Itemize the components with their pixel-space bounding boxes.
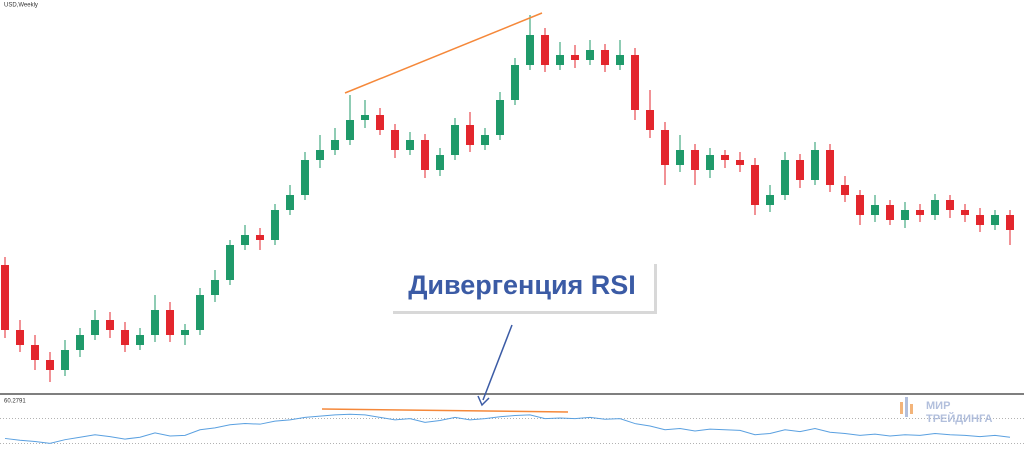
symbol-label: USD,Weekly: [4, 3, 38, 9]
candle-body: [361, 115, 369, 120]
logo: МИР ТРЕЙДИНГА: [900, 397, 993, 425]
candle-body: [586, 50, 594, 60]
candle-body: [436, 155, 444, 170]
candle-body: [1006, 215, 1014, 230]
candle-body: [61, 350, 69, 370]
candle-body: [31, 345, 39, 360]
candle-body: [841, 185, 849, 195]
candle-body: [121, 330, 129, 345]
callout: Дивергенция RSI: [390, 261, 657, 314]
candle-body: [856, 195, 864, 215]
candle-body: [256, 235, 264, 240]
candle-body: [271, 210, 279, 240]
candle-body: [196, 295, 204, 330]
candle-body: [46, 360, 54, 370]
candle-body: [781, 160, 789, 195]
candle-body: [181, 330, 189, 335]
logo-icon: [910, 404, 913, 414]
candle-body: [601, 50, 609, 65]
candle-body: [406, 140, 414, 150]
candle-body: [766, 195, 774, 205]
candle-body: [661, 130, 669, 165]
candle-body: [736, 160, 744, 165]
candle-body: [376, 115, 384, 130]
candle-body: [961, 210, 969, 215]
candle-body: [136, 335, 144, 345]
candle-body: [796, 160, 804, 180]
candle-body: [511, 65, 519, 100]
candle-body: [106, 320, 114, 330]
candle-body: [241, 235, 249, 245]
logo-text: ТРЕЙДИНГА: [926, 412, 993, 425]
arrow: [482, 324, 513, 401]
candle-body: [16, 330, 24, 345]
candle-body: [166, 310, 174, 335]
candle-body: [691, 150, 699, 170]
candle-body: [571, 55, 579, 60]
candle-body: [496, 100, 504, 135]
candle-body: [631, 55, 639, 110]
logo-text: МИР: [926, 400, 950, 412]
candle-body: [871, 205, 879, 215]
candle-body: [886, 205, 894, 220]
candle-body: [391, 130, 399, 150]
candle-body: [211, 280, 219, 295]
candle-body: [676, 150, 684, 165]
candle-body: [526, 35, 534, 65]
candle-body: [151, 310, 159, 335]
candle-body: [811, 150, 819, 180]
logo-icon: [905, 397, 908, 417]
candle-body: [466, 125, 474, 145]
rsi-line: [4, 413, 1011, 444]
candle-body: [556, 55, 564, 65]
candle-body: [541, 35, 549, 65]
candle-body: [616, 55, 624, 65]
candle-body: [751, 165, 759, 205]
candle-body: [721, 155, 729, 160]
candle-body: [901, 210, 909, 220]
candle-body: [946, 200, 954, 210]
candle-body: [421, 140, 429, 170]
rsi-label: 60.2791: [4, 399, 26, 405]
arrow-head: [477, 395, 490, 407]
candles: [0, 15, 1024, 444]
candle-body: [481, 135, 489, 145]
candle-body: [931, 200, 939, 215]
callout-box: [390, 261, 654, 311]
rsi-trendline: [321, 408, 569, 413]
logo-icon: [900, 402, 903, 414]
candle-body: [76, 335, 84, 350]
candle-body: [346, 120, 354, 140]
callout-text: Дивергенция RSI: [408, 270, 636, 300]
candle-body: [91, 320, 99, 335]
candle-body: [331, 140, 339, 150]
candle-body: [316, 150, 324, 160]
candle-body: [646, 110, 654, 130]
candle-body: [916, 210, 924, 215]
candle-body: [226, 245, 234, 280]
candle-body: [451, 125, 459, 155]
candle-body: [301, 160, 309, 195]
candle-body: [976, 215, 984, 225]
candle-body: [826, 150, 834, 185]
candle-body: [1, 265, 9, 330]
candle-body: [991, 215, 999, 225]
candle-body: [706, 155, 714, 170]
candle-body: [286, 195, 294, 210]
price-trendline: [344, 12, 543, 94]
